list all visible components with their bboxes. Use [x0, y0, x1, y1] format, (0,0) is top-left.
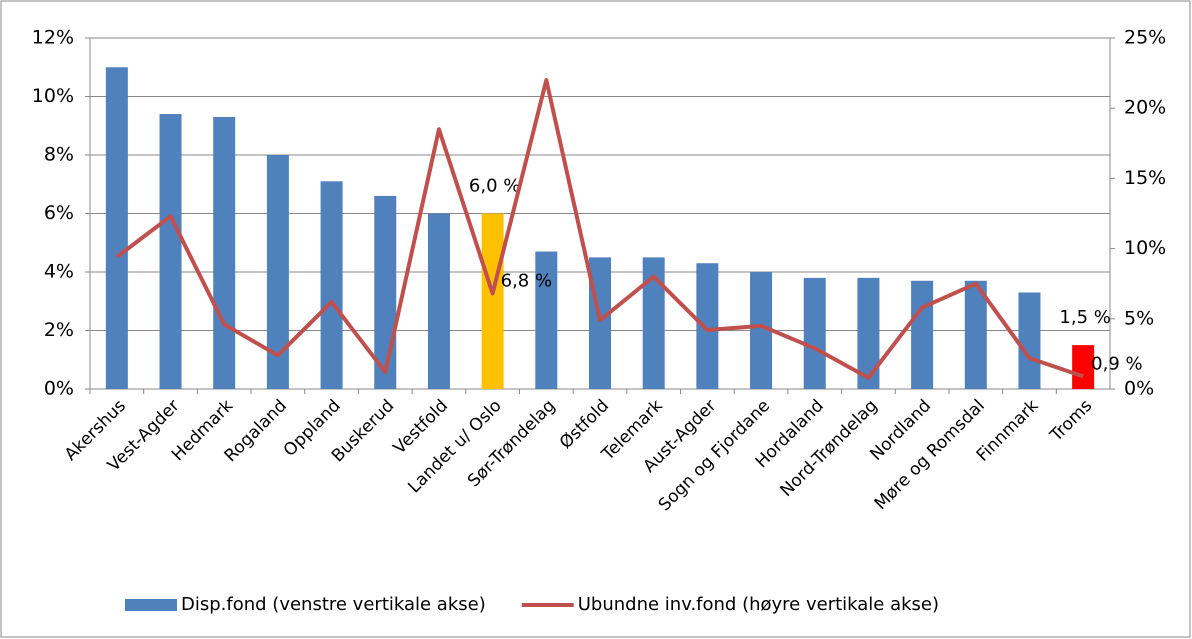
data-label: 1,5 %	[1059, 307, 1110, 328]
bar	[159, 114, 182, 390]
y2-tick-label: 25%	[1124, 27, 1166, 49]
y2-tick-label: 10%	[1124, 237, 1166, 259]
bar	[1072, 345, 1095, 389]
y2-tick-label: 20%	[1124, 97, 1166, 119]
bar	[481, 213, 504, 389]
bar	[427, 213, 450, 389]
bar	[803, 277, 826, 389]
bar	[750, 272, 773, 389]
bar	[964, 280, 987, 389]
bar	[320, 181, 343, 389]
y-tick-label: 2%	[44, 319, 74, 341]
bar	[642, 257, 665, 389]
y-tick-label: 6%	[44, 202, 74, 224]
data-label: 6,0 %	[469, 176, 520, 197]
data-label: 6,8 %	[501, 271, 552, 292]
y-tick-label: 0%	[44, 378, 74, 400]
bar	[105, 67, 128, 389]
legend-label: Ubundne inv.fond (høyre vertikale akse)	[578, 594, 939, 615]
y2-tick-label: 0%	[1124, 378, 1154, 400]
bar	[266, 155, 289, 389]
legend-swatch	[125, 599, 177, 611]
data-label: 0,9 %	[1091, 353, 1142, 374]
y2-tick-label: 15%	[1124, 167, 1166, 189]
y-tick-label: 4%	[44, 261, 74, 283]
bar	[857, 277, 880, 389]
bar	[696, 263, 719, 389]
y-tick-label: 8%	[44, 144, 74, 166]
line	[115, 78, 1084, 380]
legend-label: Disp.fond (venstre vertikale akse)	[181, 594, 486, 615]
bar	[213, 116, 236, 389]
bar	[1018, 292, 1041, 389]
bar	[911, 280, 934, 389]
y-tick-label: 12%	[32, 27, 74, 49]
bar	[535, 251, 558, 389]
y2-tick-label: 5%	[1124, 307, 1154, 329]
y-tick-label: 10%	[32, 85, 74, 107]
